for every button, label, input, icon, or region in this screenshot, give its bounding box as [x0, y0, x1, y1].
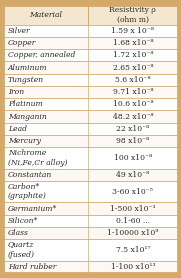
Text: Germanium*: Germanium* — [8, 205, 57, 213]
Text: 1.72 x10⁻⁸: 1.72 x10⁻⁸ — [113, 51, 153, 59]
Text: 48.2 x10⁻⁸: 48.2 x10⁻⁸ — [113, 113, 153, 121]
Text: 3-60 x10⁻⁵: 3-60 x10⁻⁵ — [112, 188, 153, 196]
Text: 1-100 x10¹³: 1-100 x10¹³ — [111, 263, 155, 271]
Text: 2.65 x10⁻⁸: 2.65 x10⁻⁸ — [113, 64, 153, 71]
Text: Glass: Glass — [8, 229, 29, 237]
Bar — [3, 123, 178, 135]
Bar — [3, 5, 178, 25]
Text: Tungsten: Tungsten — [8, 76, 44, 84]
Bar — [3, 215, 178, 227]
Bar — [3, 61, 178, 74]
Text: 1.68 x10⁻⁸: 1.68 x10⁻⁸ — [113, 39, 153, 47]
Bar — [3, 49, 178, 61]
Bar — [3, 169, 178, 181]
Text: 98 x10⁻⁸: 98 x10⁻⁸ — [116, 137, 149, 145]
Bar — [3, 86, 178, 98]
Bar — [3, 261, 178, 273]
Text: Silicon*: Silicon* — [8, 217, 38, 225]
Bar — [3, 227, 178, 239]
Bar — [3, 135, 178, 147]
Text: 1.59 x 10⁻⁸: 1.59 x 10⁻⁸ — [111, 27, 154, 35]
Text: Platinum: Platinum — [8, 100, 43, 108]
Text: 0.1-60 ...: 0.1-60 ... — [116, 217, 150, 225]
Text: Silver: Silver — [8, 27, 30, 35]
Text: Mercury: Mercury — [8, 137, 41, 145]
Text: 49 x10⁻⁸: 49 x10⁻⁸ — [116, 171, 149, 179]
Text: Constantan: Constantan — [8, 171, 52, 179]
Bar — [3, 37, 178, 49]
Text: Iron: Iron — [8, 88, 24, 96]
Text: Resistivity ρ
(ohm m): Resistivity ρ (ohm m) — [109, 6, 156, 23]
Text: 22 x10⁻⁸: 22 x10⁻⁸ — [116, 125, 149, 133]
Text: Manganin: Manganin — [8, 113, 47, 121]
Text: 5.6 x10⁻⁸: 5.6 x10⁻⁸ — [115, 76, 151, 84]
Text: Copper: Copper — [8, 39, 36, 47]
Text: Quartz
(fused): Quartz (fused) — [8, 241, 35, 259]
Text: 1-500 x10⁻³: 1-500 x10⁻³ — [110, 205, 155, 213]
Bar — [3, 202, 178, 215]
Text: Hard rubber: Hard rubber — [8, 263, 56, 271]
Text: 10.6 x10⁻⁸: 10.6 x10⁻⁸ — [113, 100, 153, 108]
Text: Aluminum: Aluminum — [8, 64, 47, 71]
Bar — [3, 98, 178, 110]
Bar — [3, 239, 178, 261]
Bar — [3, 147, 178, 169]
Bar — [3, 181, 178, 202]
Bar — [3, 110, 178, 123]
Text: Nichrome
(Ni,Fe,Cr alloy): Nichrome (Ni,Fe,Cr alloy) — [8, 149, 67, 167]
Text: Carbon*
(graphite): Carbon* (graphite) — [8, 183, 47, 200]
Text: Material: Material — [29, 11, 62, 19]
Text: 100 x10⁻⁸: 100 x10⁻⁸ — [114, 154, 152, 162]
Text: 9.71 x10⁻⁸: 9.71 x10⁻⁸ — [113, 88, 153, 96]
Bar — [3, 74, 178, 86]
Bar — [3, 25, 178, 37]
Text: 1-10000 x10⁹: 1-10000 x10⁹ — [107, 229, 158, 237]
Text: Lead: Lead — [8, 125, 27, 133]
Text: Copper, annealed: Copper, annealed — [8, 51, 75, 59]
Text: 7.5 x10¹⁷: 7.5 x10¹⁷ — [115, 246, 150, 254]
